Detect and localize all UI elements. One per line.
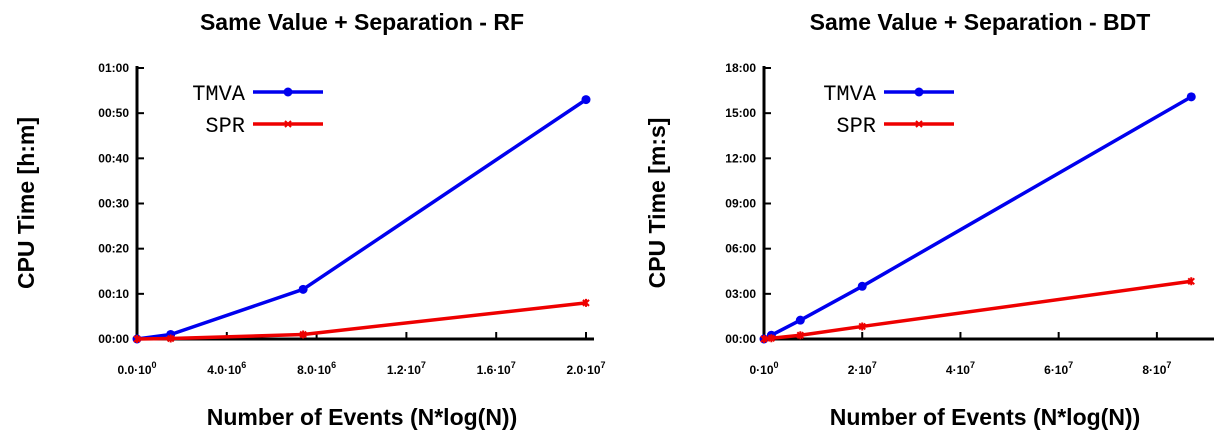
rf-series-spr-point: [133, 335, 141, 343]
rf-series-spr-point: [582, 298, 590, 307]
rf-ytick-label: 00:20: [98, 242, 129, 256]
rf-ytick-label: 00:40: [98, 151, 129, 165]
bdt-ytick-label: 15:00: [725, 106, 756, 120]
rf-ytick-label: 00:00: [98, 332, 129, 346]
rf-series-tmva-point: [298, 284, 308, 294]
rf-ytick-label: 01:00: [98, 61, 129, 75]
rf-ytick-label: 00:50: [98, 106, 129, 120]
rf-xtick-label: 1.6·107: [477, 360, 516, 377]
rf-legend-label: TMVA: [192, 82, 246, 107]
bdt-ytick-label: 09:00: [725, 197, 756, 211]
bdt-xtick-label: 4·107: [946, 360, 975, 377]
chart-rf-ylabel: CPU Time [h:m]: [13, 117, 39, 289]
bdt-ytick-label: 06:00: [725, 242, 756, 256]
bdt-series-tmva-line: [763, 95, 1193, 341]
rf-series-tmva-point: [581, 95, 591, 105]
rf-series-spr-line: [136, 301, 587, 341]
chart-bdt: Same Value + Separation - BDT Number of …: [644, 9, 1214, 430]
chart-bdt-ylabel: CPU Time [m:s]: [644, 118, 670, 289]
bdt-legend-label: TMVA: [823, 82, 877, 107]
chart-bdt-xlabel: Number of Events (N*log(N)): [830, 404, 1141, 430]
bdt-legend-marker: [914, 87, 924, 97]
bdt-xtick-label: 0·100: [749, 360, 778, 377]
bdt-series-spr-point: [760, 335, 768, 343]
chart-rf-xlabel: Number of Events (N*log(N)): [207, 404, 518, 430]
bdt-series-spr-point: [858, 322, 866, 331]
rf-ytick-label: 00:10: [98, 287, 129, 301]
rf-xtick-label: 4.0·106: [207, 360, 246, 377]
bdt-ytick-label: 18:00: [725, 61, 756, 75]
bdt-ytick-label: 03:00: [725, 287, 756, 301]
bdt-legend-label: SPR: [836, 114, 876, 139]
rf-series-spr-point: [166, 334, 175, 343]
bdt-xtick-label: 8·107: [1142, 360, 1171, 377]
bdt-xtick-label: 6·107: [1044, 360, 1073, 377]
rf-series-tmva-line: [136, 98, 587, 341]
bdt-ytick-label: 00:00: [725, 332, 756, 346]
chart-bdt-title: Same Value + Separation - BDT: [810, 9, 1151, 35]
chart-rf-title: Same Value + Separation - RF: [200, 9, 524, 35]
rf-xtick-label: 1.2·107: [387, 360, 426, 377]
bdt-series-spr-point: [796, 331, 805, 340]
bdt-xtick-label: 2·107: [848, 360, 877, 377]
chart-rf: Same Value + Separation - RF Number of E…: [13, 9, 606, 430]
chart-rf-plot: 00:00 00:10 00:20 00:30 00:40 00:50 01:00 0.0·1…: [98, 61, 605, 377]
rf-legend-label: SPR: [205, 114, 245, 139]
bdt-series-tmva-point: [795, 315, 805, 325]
rf-ytick-label: 00:30: [98, 197, 129, 211]
bdt-series-spr-line: [763, 279, 1192, 341]
bdt-series-tmva-point: [857, 281, 867, 291]
bdt-series-spr-point: [767, 334, 776, 343]
bdt-series-tmva-point: [1186, 92, 1196, 102]
rf-xtick-label: 0.0·100: [117, 360, 156, 377]
bdt-series-spr-point: [1187, 277, 1195, 286]
bdt-ytick-label: 12:00: [725, 151, 756, 165]
rf-series-spr-point: [299, 330, 307, 339]
rf-xtick-label: 8.0·106: [297, 360, 336, 377]
rf-legend-marker: [283, 87, 293, 97]
chart-bdt-plot: 00:00 03:00 06:00 09:00 12:00 15:00 18:00 0·100…: [725, 61, 1214, 377]
bdt-legend-marker: [915, 120, 923, 128]
rf-legend-marker: [284, 120, 292, 128]
rf-xtick-label: 2.0·107: [566, 360, 605, 377]
